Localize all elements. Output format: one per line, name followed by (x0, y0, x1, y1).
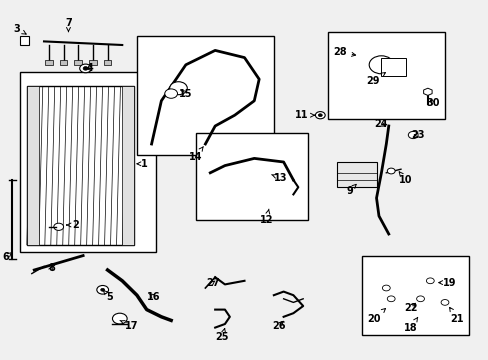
Bar (89, 60, 97, 65)
Bar (27, 86, 134, 245)
Circle shape (164, 89, 177, 98)
Circle shape (112, 313, 127, 324)
Text: 15: 15 (179, 89, 192, 99)
Circle shape (426, 278, 433, 284)
Text: 30: 30 (425, 98, 439, 108)
Bar (60, 60, 67, 65)
Bar (103, 60, 111, 65)
Text: 5: 5 (103, 291, 113, 302)
Bar (20, 72, 156, 252)
Circle shape (368, 56, 393, 74)
Text: 9: 9 (346, 184, 356, 196)
Circle shape (97, 285, 108, 294)
Text: 25: 25 (215, 328, 229, 342)
Bar (27, 86, 39, 245)
Text: 23: 23 (410, 130, 424, 140)
Text: 22: 22 (403, 303, 417, 313)
Text: 20: 20 (366, 309, 385, 324)
Circle shape (318, 114, 322, 117)
Circle shape (382, 285, 389, 291)
Circle shape (416, 296, 424, 302)
Text: 16: 16 (147, 292, 161, 302)
Bar (327, 32, 444, 119)
Bar (361, 256, 468, 335)
Circle shape (80, 64, 91, 73)
Circle shape (407, 131, 417, 139)
Circle shape (386, 296, 394, 302)
Text: 3: 3 (14, 24, 26, 34)
Circle shape (386, 168, 394, 174)
Text: 1: 1 (137, 159, 147, 169)
Text: 12: 12 (259, 209, 273, 225)
Bar (337, 162, 376, 187)
Text: 2: 2 (66, 220, 79, 230)
Text: 27: 27 (205, 278, 219, 288)
Circle shape (83, 67, 88, 70)
Text: 7: 7 (65, 18, 72, 32)
Circle shape (440, 300, 448, 305)
Text: 19: 19 (438, 278, 456, 288)
Text: 14: 14 (188, 147, 203, 162)
Circle shape (315, 112, 325, 119)
Text: 29: 29 (365, 73, 385, 86)
Circle shape (169, 82, 187, 95)
Bar (195, 133, 307, 220)
Text: 13: 13 (271, 173, 287, 183)
Bar (20, 36, 29, 45)
Text: 18: 18 (403, 318, 417, 333)
Text: 21: 21 (448, 307, 463, 324)
Text: 24: 24 (374, 119, 387, 129)
Bar (137, 36, 273, 155)
Text: 11: 11 (294, 110, 314, 120)
Text: 4: 4 (86, 63, 94, 73)
Bar (45, 60, 53, 65)
Bar (74, 60, 82, 65)
Bar (122, 86, 134, 245)
Bar (381, 58, 405, 76)
Text: 10: 10 (398, 172, 412, 185)
Text: 17: 17 (120, 320, 139, 331)
Text: 28: 28 (332, 47, 355, 57)
Circle shape (54, 223, 63, 230)
Circle shape (101, 288, 104, 291)
Text: 6: 6 (2, 252, 12, 262)
Text: 8: 8 (48, 263, 55, 273)
Text: 26: 26 (271, 321, 285, 331)
